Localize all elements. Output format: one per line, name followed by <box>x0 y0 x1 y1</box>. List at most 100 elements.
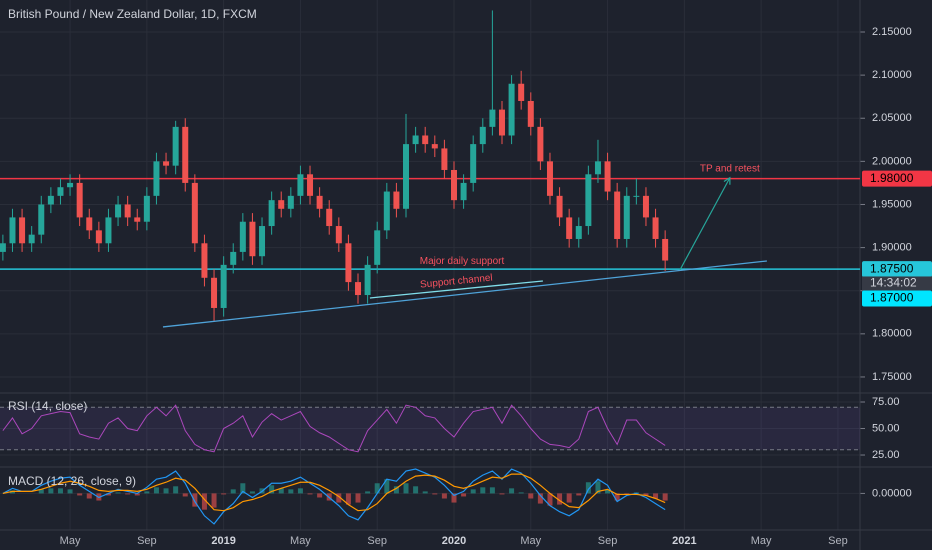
candle-body <box>470 144 477 183</box>
y-tick-label: 75.00 <box>872 396 900 408</box>
candle-body <box>259 226 266 257</box>
x-tick-label: May <box>520 535 541 547</box>
macd-histogram-bar <box>662 493 668 501</box>
macd-histogram-bar <box>249 491 255 494</box>
candle-body <box>297 174 304 196</box>
x-tick-label: Sep <box>137 535 157 547</box>
candle-body <box>498 109 505 136</box>
last-price-label: 1.87000 <box>870 291 914 305</box>
candle-body <box>278 200 285 209</box>
candle-body <box>633 195 640 197</box>
rsi-title: RSI (14, close) <box>8 399 87 413</box>
candle-body <box>0 243 6 252</box>
candle-body <box>57 187 64 196</box>
macd-histogram-bar <box>192 493 198 507</box>
candle-body <box>316 195 323 209</box>
arrow-annotation: TP and retest <box>700 163 760 174</box>
candle-body <box>86 217 93 231</box>
macd-histogram-bar <box>134 493 140 496</box>
macd-histogram-bar <box>585 482 591 494</box>
macd-histogram-bar <box>480 487 486 494</box>
candle-body <box>403 144 410 209</box>
candle-body <box>652 217 659 239</box>
macd-title: MACD (12, 26, close, 9) <box>8 474 136 488</box>
candle-body <box>518 83 525 101</box>
macd-histogram-bar <box>77 493 83 496</box>
candle-body <box>182 126 189 183</box>
macd-histogram-bar <box>288 489 294 494</box>
candle-body <box>153 161 160 196</box>
macd-histogram-bar <box>105 493 111 496</box>
rsi-line <box>2 404 666 453</box>
macd-histogram-bar <box>393 486 399 494</box>
level-annotation: Major daily support <box>420 256 505 267</box>
arrow-line <box>679 177 731 271</box>
candle-body <box>489 109 496 127</box>
candle-body <box>47 195 54 205</box>
candle-body <box>508 83 515 136</box>
candle-body <box>460 182 467 201</box>
macd-histogram-bar <box>461 493 467 497</box>
macd-histogram-bar <box>451 493 457 503</box>
macd-histogram-bar <box>86 493 92 499</box>
macd-histogram-bar <box>182 493 188 497</box>
macd-histogram-bar <box>614 493 620 501</box>
macd-histogram-bar <box>518 492 524 494</box>
candle-body <box>268 200 275 227</box>
trendline <box>162 260 767 328</box>
level-price-label: 1.87500 <box>870 261 914 275</box>
macd-histogram-bar <box>643 493 649 496</box>
y-tick-label: 0.00000 <box>872 487 912 499</box>
y-tick-label: 1.90000 <box>872 242 912 254</box>
x-tick-label: Sep <box>828 535 848 547</box>
y-tick-label: 2.00000 <box>872 155 912 167</box>
y-tick-label: 2.10000 <box>872 69 912 81</box>
candle-body <box>67 182 74 188</box>
macd-histogram-bar <box>115 492 121 494</box>
macd-histogram-bar <box>653 493 659 499</box>
candle-body <box>143 195 150 222</box>
level-price-label: 1.98000 <box>870 171 914 185</box>
candle-body <box>642 195 649 218</box>
macd-histogram-bar <box>317 493 323 498</box>
macd-histogram-bar <box>374 483 380 494</box>
y-tick-label: 1.95000 <box>872 198 912 210</box>
candle-body <box>38 204 45 235</box>
y-tick-label: 1.80000 <box>872 328 912 340</box>
candle-body <box>239 221 246 252</box>
candle-body <box>604 161 611 192</box>
candle-body <box>335 226 342 244</box>
candle-body <box>546 161 553 196</box>
candle-body <box>575 226 582 239</box>
x-tick-label: May <box>751 535 772 547</box>
macd-histogram-bar <box>67 489 73 494</box>
candle-body <box>479 126 486 145</box>
candle-body <box>230 251 237 265</box>
macd-histogram-bar <box>163 488 169 494</box>
macd-histogram-bar <box>413 486 419 494</box>
macd-histogram-bar <box>432 493 438 495</box>
y-tick-label: 50.00 <box>872 422 900 434</box>
macd-histogram-bar <box>384 479 390 494</box>
macd-histogram-bar <box>365 491 371 494</box>
x-tick-label: 2021 <box>672 535 696 547</box>
candle-body <box>105 217 112 244</box>
y-tick-label: 2.15000 <box>872 26 912 38</box>
candle-body <box>191 182 198 244</box>
macd-histogram-bar <box>605 489 611 494</box>
x-tick-label: Sep <box>367 535 387 547</box>
candle-body <box>537 126 544 162</box>
macd-histogram-bar <box>537 493 543 504</box>
macd-histogram-bar <box>307 493 313 495</box>
candle-body <box>345 243 352 283</box>
macd-histogram-bar <box>595 481 601 494</box>
candle-body <box>124 204 131 218</box>
candle-body <box>566 217 573 239</box>
macd-histogram-bar <box>355 493 361 503</box>
macd-histogram-bar <box>422 491 428 494</box>
x-tick-label: May <box>290 535 311 547</box>
candle-body <box>163 161 170 166</box>
